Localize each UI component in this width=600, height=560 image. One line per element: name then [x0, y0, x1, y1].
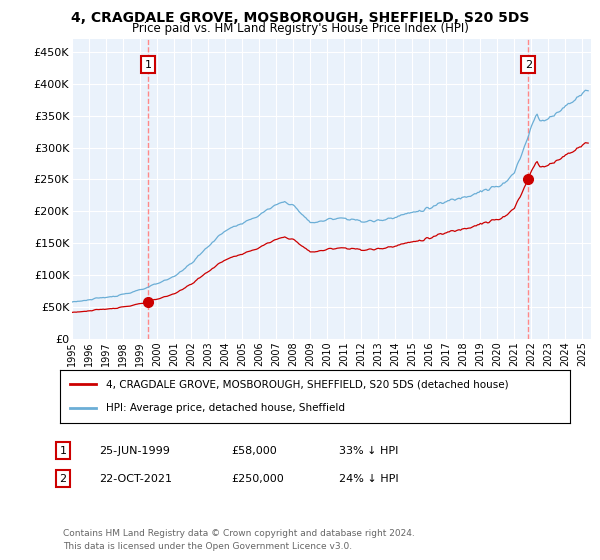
Text: 33% ↓ HPI: 33% ↓ HPI	[339, 446, 398, 456]
Text: 22-OCT-2021: 22-OCT-2021	[99, 474, 172, 484]
Text: 1: 1	[145, 60, 152, 69]
Text: 4, CRAGDALE GROVE, MOSBOROUGH, SHEFFIELD, S20 5DS: 4, CRAGDALE GROVE, MOSBOROUGH, SHEFFIELD…	[71, 11, 529, 25]
Text: HPI: Average price, detached house, Sheffield: HPI: Average price, detached house, Shef…	[106, 403, 345, 413]
Text: 1: 1	[59, 446, 67, 456]
Text: 4, CRAGDALE GROVE, MOSBOROUGH, SHEFFIELD, S20 5DS (detached house): 4, CRAGDALE GROVE, MOSBOROUGH, SHEFFIELD…	[106, 380, 509, 390]
Text: 24% ↓ HPI: 24% ↓ HPI	[339, 474, 398, 484]
Text: Price paid vs. HM Land Registry's House Price Index (HPI): Price paid vs. HM Land Registry's House …	[131, 22, 469, 35]
Text: £58,000: £58,000	[231, 446, 277, 456]
Text: 2: 2	[59, 474, 67, 484]
Text: 2: 2	[524, 60, 532, 69]
Text: £250,000: £250,000	[231, 474, 284, 484]
Text: 25-JUN-1999: 25-JUN-1999	[99, 446, 170, 456]
Text: Contains HM Land Registry data © Crown copyright and database right 2024.
This d: Contains HM Land Registry data © Crown c…	[63, 529, 415, 550]
